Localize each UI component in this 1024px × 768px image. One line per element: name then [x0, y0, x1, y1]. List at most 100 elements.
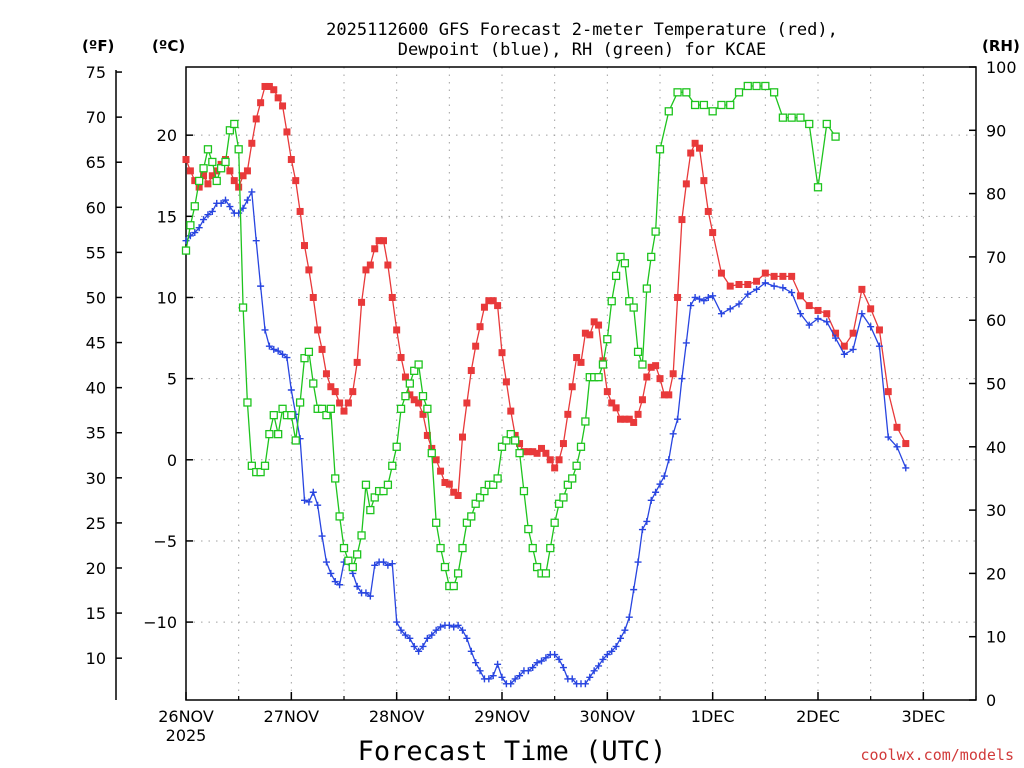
- rh-point: [467, 512, 476, 521]
- rh-point: [633, 347, 643, 357]
- temperature-point: [340, 407, 348, 415]
- rh-point: [436, 543, 445, 553]
- dewpoint-point: [204, 211, 212, 219]
- temperature-point: [893, 423, 901, 431]
- rh-point: [216, 164, 226, 173]
- temperature-point: [467, 367, 475, 375]
- dewpoint-point: [191, 229, 199, 237]
- temperature-point: [564, 410, 572, 418]
- dewpoint-point: [665, 456, 673, 464]
- dewpoint-point: [586, 673, 594, 681]
- rh-point: [256, 467, 265, 477]
- dewpoint-point: [222, 196, 229, 204]
- dewpoint-point: [494, 660, 502, 668]
- temperature-point: [208, 172, 216, 180]
- fahrenheit-tick-label: 15: [86, 604, 106, 623]
- rh-point: [190, 202, 199, 211]
- rh-point: [655, 145, 665, 154]
- temperature-point: [533, 449, 541, 457]
- dewpoint-point: [832, 334, 840, 342]
- rh-point: [260, 461, 270, 470]
- dewpoint-point: [893, 443, 901, 451]
- temperature-point: [849, 329, 857, 337]
- rh-point: [787, 113, 796, 122]
- fahrenheit-tick-label: 25: [86, 514, 106, 533]
- rh-point: [405, 379, 414, 388]
- temperature-point: [204, 180, 212, 188]
- rh-point: [326, 404, 335, 413]
- temperature-point: [761, 269, 769, 277]
- dewpoint-point: [875, 342, 883, 350]
- rh-point: [357, 531, 366, 540]
- dewpoint-point: [362, 589, 370, 597]
- dewpoint-point: [261, 326, 269, 334]
- rh-point: [418, 392, 428, 401]
- temperature-point: [687, 149, 695, 157]
- fahrenheit-tick-label: 70: [86, 108, 106, 127]
- rh-point: [480, 486, 489, 496]
- rh-point: [524, 524, 533, 534]
- rh-point: [366, 505, 375, 515]
- temperature-point: [577, 358, 585, 366]
- temperature-point: [485, 297, 493, 305]
- celsius-tick-label: 5: [167, 370, 177, 389]
- rh-point: [822, 119, 831, 129]
- temperature-point: [309, 293, 317, 301]
- fahrenheit-tick-label: 10: [86, 649, 106, 668]
- temperature-point: [507, 407, 515, 415]
- rh-point: [410, 366, 419, 375]
- rh-point: [449, 581, 458, 591]
- temperature-point: [704, 207, 712, 215]
- temperature-point: [717, 269, 725, 277]
- rh-point: [238, 303, 248, 312]
- x-tick-sublabel: 2025: [166, 726, 207, 745]
- dewpoint-point: [463, 634, 471, 642]
- rh-point: [203, 145, 213, 154]
- rh-point: [212, 176, 221, 186]
- dewpoint-point: [630, 586, 638, 594]
- temperature-point: [770, 272, 778, 280]
- dewpoint-point: [353, 582, 361, 590]
- rh-point: [471, 499, 480, 508]
- rh-point: [734, 88, 744, 97]
- dewpoint-point: [581, 680, 589, 688]
- rh-point: [717, 100, 726, 110]
- temperature-point: [902, 440, 910, 448]
- x-tick-label: 2DEC: [796, 707, 840, 726]
- temperature-point: [538, 444, 545, 452]
- fahrenheit-unit-label: (ºF): [82, 37, 114, 55]
- dewpoint-point: [437, 623, 445, 631]
- celsius-tick-label: 20: [157, 126, 177, 145]
- dewpoint-point: [279, 350, 287, 358]
- temperature-point: [327, 383, 335, 391]
- dewpoint-point: [638, 526, 646, 534]
- rh-point: [502, 436, 511, 445]
- rh-point: [752, 81, 761, 91]
- temperature-point: [257, 99, 265, 107]
- rh-point: [515, 448, 524, 458]
- temperature-point: [476, 323, 484, 331]
- rh-point: [243, 398, 252, 407]
- rh-point: [269, 410, 278, 420]
- rh-tick-label: 70: [986, 248, 1006, 267]
- temperature-point: [459, 433, 466, 441]
- dewpoint-point: [704, 293, 712, 301]
- rh-point: [620, 259, 630, 268]
- fahrenheit-tick-label: 40: [86, 379, 106, 398]
- dewpoint-point: [691, 293, 699, 301]
- dewpoint-point: [788, 289, 796, 297]
- temperature-point: [283, 128, 291, 136]
- dewpoint-point: [257, 282, 265, 290]
- temperature-point: [823, 310, 831, 318]
- dewpoint-point: [393, 618, 401, 626]
- dewpoint-point: [529, 664, 537, 672]
- rh-point: [554, 499, 564, 508]
- rh-point: [493, 474, 502, 483]
- temperature-point: [630, 418, 638, 426]
- x-tick-label: 3DEC: [901, 707, 945, 726]
- temperature-point: [691, 139, 699, 147]
- temperature-point: [555, 456, 563, 464]
- rh-point: [344, 556, 353, 565]
- temperature-point: [371, 245, 379, 253]
- dewpoint-point: [507, 680, 515, 688]
